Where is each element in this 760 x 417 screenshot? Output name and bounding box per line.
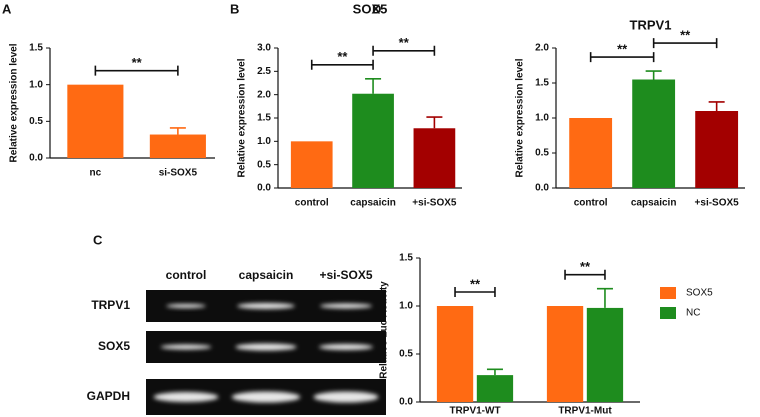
y-axis-label: Relative expression level xyxy=(9,43,20,162)
bar xyxy=(632,79,676,188)
significance-bracket xyxy=(454,287,496,297)
significance-label: ** xyxy=(132,55,143,70)
panel-label: B xyxy=(230,1,239,16)
bar xyxy=(413,128,456,188)
significance-label: ** xyxy=(580,259,591,274)
x-tick-label: capsaicin xyxy=(631,198,677,209)
blot-band xyxy=(237,303,295,309)
significance-bracket xyxy=(652,38,718,49)
y-tick-label: 0.0 xyxy=(399,397,413,408)
significance-bracket xyxy=(589,52,655,63)
significance-bracket xyxy=(372,45,436,56)
error-bar xyxy=(169,127,186,135)
significance-label: ** xyxy=(399,35,410,50)
error-bar xyxy=(645,70,662,80)
legend-label: NC xyxy=(686,308,700,319)
bar xyxy=(436,306,474,402)
chart-title: TRPV1 xyxy=(630,17,672,32)
significance-bracket xyxy=(310,59,374,70)
legend-swatch xyxy=(660,287,676,299)
y-axis-label: Relative expression level xyxy=(515,58,526,177)
error-bar xyxy=(596,287,613,308)
y-tick-label: 0.5 xyxy=(399,349,413,360)
significance-label: ** xyxy=(680,28,691,43)
bar xyxy=(695,111,739,188)
significance-bracket xyxy=(94,65,179,76)
bar xyxy=(149,134,206,158)
y-tick-label: 3.0 xyxy=(257,43,271,54)
bar xyxy=(290,141,333,188)
y-tick-label: 0.0 xyxy=(535,183,549,194)
x-tick-label: capsaicin xyxy=(350,198,396,209)
bar xyxy=(476,375,514,402)
x-tick-label: +si-SOX5 xyxy=(412,198,457,209)
lane-label: +si-SOX5 xyxy=(319,268,372,282)
x-tick-label: control xyxy=(574,198,608,209)
significance-label: ** xyxy=(617,42,628,57)
blot-band xyxy=(231,391,301,403)
x-tick-label: TRPV1-WT xyxy=(449,406,500,417)
significance-bracket xyxy=(564,269,606,280)
row-label: GAPDH xyxy=(87,389,130,403)
error-bar xyxy=(365,78,382,94)
y-tick-label: 0.5 xyxy=(535,148,549,159)
legend-label: SOX5 xyxy=(686,288,713,299)
legend-swatch xyxy=(660,307,676,319)
blot-band xyxy=(320,303,372,309)
y-tick-label: 1.5 xyxy=(29,43,43,54)
y-tick-label: 1.0 xyxy=(535,113,549,124)
row-label: TRPV1 xyxy=(91,298,130,312)
blot-band xyxy=(160,344,212,350)
y-tick-label: 2.0 xyxy=(257,89,271,100)
x-tick-label: +si-SOX5 xyxy=(695,198,740,209)
x-tick-label: nc xyxy=(90,168,102,179)
bar xyxy=(352,93,394,188)
blot-band xyxy=(166,304,206,308)
x-tick-label: si-SOX5 xyxy=(159,168,198,179)
panel-label: D xyxy=(372,1,381,16)
significance-label: ** xyxy=(470,276,481,291)
panel-label: C xyxy=(93,232,103,247)
y-tick-label: 0.5 xyxy=(29,116,43,127)
blot-band xyxy=(313,391,379,403)
blot-band xyxy=(319,344,373,350)
blot-band xyxy=(153,392,219,402)
bar xyxy=(67,84,124,158)
y-tick-label: 1.0 xyxy=(257,136,271,147)
y-tick-label: 2.0 xyxy=(535,43,549,54)
x-tick-label: TRPV1-Mut xyxy=(558,406,612,417)
y-tick-label: 1.0 xyxy=(29,79,43,90)
bar xyxy=(586,307,624,402)
y-tick-label: 1.5 xyxy=(535,78,549,89)
lane-label: control xyxy=(166,268,207,282)
y-tick-label: 2.5 xyxy=(257,66,271,77)
panel-label: A xyxy=(2,1,12,16)
lane-label: capsaicin xyxy=(239,268,294,282)
y-tick-label: 1.5 xyxy=(257,113,271,124)
y-tick-label: 1.5 xyxy=(399,253,413,264)
error-bar xyxy=(708,101,725,111)
y-tick-label: 0.0 xyxy=(257,183,271,194)
y-axis-label: Relative Luc Activity xyxy=(379,281,390,379)
y-tick-label: 0.5 xyxy=(257,159,271,170)
chart-title: SOX5 xyxy=(353,1,388,16)
y-tick-label: 0.0 xyxy=(29,153,43,164)
bar xyxy=(569,118,613,188)
blot-band xyxy=(235,343,297,351)
row-label: SOX5 xyxy=(98,339,130,353)
significance-label: ** xyxy=(337,49,348,64)
error-bar xyxy=(426,116,443,129)
x-tick-label: control xyxy=(295,198,329,209)
error-bar xyxy=(486,368,503,376)
y-tick-label: 1.0 xyxy=(399,301,413,312)
y-axis-label: Relative expression level xyxy=(237,58,248,177)
bar xyxy=(546,306,584,402)
